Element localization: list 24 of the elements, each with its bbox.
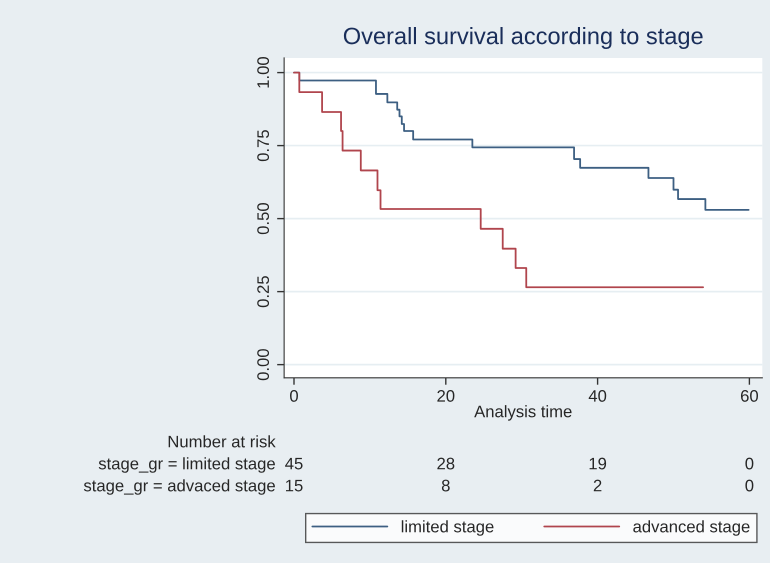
y-tick-label: 0.00 [257, 349, 270, 380]
y-tick-label: 1.00 [257, 57, 270, 88]
text: 15 [286, 480, 303, 492]
text: stage_gr = limited stage [98, 457, 275, 473]
x-tick-label: 40 [588, 390, 606, 402]
y-tick-label: 0.50 [257, 203, 270, 234]
legend-label: advanced stage [633, 520, 750, 536]
text: 28 [437, 458, 454, 470]
text: 19 [590, 458, 606, 470]
x-tick-label: 20 [437, 390, 454, 402]
text: 45 [285, 458, 303, 470]
text: Number at risk [168, 435, 276, 448]
chart-title: Overall survival according to stage [344, 26, 703, 49]
legend-label: limited stage [402, 520, 494, 536]
x-tick-label: 60 [740, 390, 758, 402]
x-axis-title: Analysis time [474, 405, 572, 421]
text: 2 [594, 480, 602, 492]
text: 0 [745, 480, 754, 492]
text: 8 [442, 480, 450, 492]
text: stage_gr = advaced stage [84, 479, 275, 495]
y-tick-label: 0.25 [257, 276, 270, 308]
x-tick-label: 0 [290, 390, 298, 402]
y-tick-label: 0.75 [257, 130, 270, 162]
text: 0 [745, 458, 754, 470]
